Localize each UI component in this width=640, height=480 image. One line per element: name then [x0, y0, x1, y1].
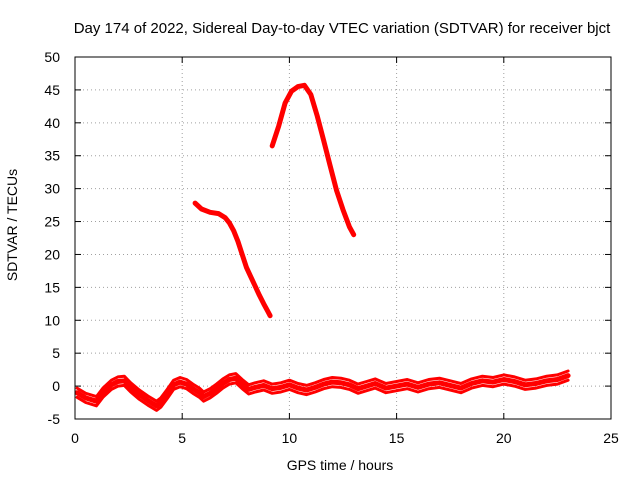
y-tick-label: 10 [44, 312, 60, 328]
y-tick-label: 20 [44, 246, 60, 262]
axis-ticks: 0 5 10 15 20 25 -5 0 5 10 15 20 25 30 35 40 45 50 [44, 49, 619, 446]
y-tick-label: 45 [44, 82, 60, 98]
x-tick-label: 20 [496, 430, 512, 446]
chart-title: Day 174 of 2022, Sidereal Day-to-day VTE… [74, 20, 611, 37]
y-tick-label: 40 [44, 115, 60, 131]
y-axis-label: SDTVAR / TECUs [4, 169, 20, 281]
y-tick-label: 15 [44, 279, 60, 295]
baseline-band-edge [75, 378, 570, 412]
y-tick-label: 5 [52, 345, 60, 361]
y-tick-label: 35 [44, 148, 60, 164]
y-tick-label: -5 [48, 411, 61, 427]
x-axis-label: GPS time / hours [287, 457, 394, 473]
y-tick-label: 0 [52, 378, 60, 394]
y-tick-label: 25 [44, 214, 60, 230]
y-tick-label: 50 [44, 49, 60, 65]
y-tick-label: 30 [44, 181, 60, 197]
x-tick-label: 15 [389, 430, 405, 446]
plot-frame [74, 56, 612, 420]
grid-lines [75, 57, 611, 419]
x-tick-label: 5 [178, 430, 186, 446]
series-line-segment-1 [192, 200, 273, 319]
x-tick-label: 10 [282, 430, 298, 446]
x-tick-label: 25 [603, 430, 619, 446]
series-line-baseline [74, 373, 571, 409]
series-line-segment-2 [269, 82, 357, 238]
data-series [74, 82, 571, 412]
x-tick-label: 0 [71, 430, 79, 446]
baseline-band-edge [75, 369, 570, 403]
